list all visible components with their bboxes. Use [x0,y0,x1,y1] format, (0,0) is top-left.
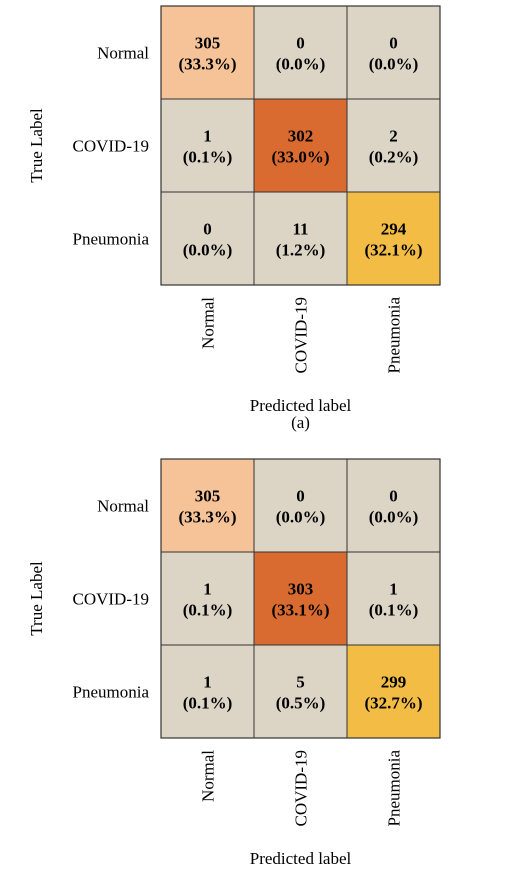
matrix-cell [346,551,441,646]
matrix-cell [160,458,255,553]
cell-percent-label: (0.2%) [369,148,419,167]
y-axis-label: True Label [27,108,46,183]
cell-percent-label: (0.0%) [276,55,326,74]
cell-count-label: 1 [389,580,398,599]
cell-percent-label: (33.1%) [271,601,329,620]
cell-count-label: 305 [195,34,221,53]
cell-percent-label: (0.1%) [183,694,233,713]
x-tick-label: Pneumonia [385,750,404,827]
y-tick-label: Pneumonia [73,683,150,702]
x-axis-label: Predicted label [250,396,352,415]
cell-count-label: 0 [389,487,398,506]
cell-percent-label: (32.7%) [364,694,422,713]
cell-percent-label: (32.1%) [364,241,422,260]
figure-caption: (a) [291,413,310,432]
x-tick-label: COVID-19 [292,750,311,827]
cell-count-label: 0 [203,220,212,239]
confusion-matrix-2: 305 (33.3%) 0 (0.0%) 0 (0.0%) 1 (0.1%) 303 (33.1%… [27,458,441,868]
matrix-cell [160,551,255,646]
cell-count-label: 11 [292,220,308,239]
cell-percent-label: (33.3%) [178,508,236,527]
matrix-border [160,458,441,739]
cell-percent-label: (0.0%) [369,508,419,527]
cell-count-label: 1 [203,673,212,692]
y-tick-label: COVID-19 [73,590,150,609]
cell-count-label: 305 [195,487,221,506]
cell-percent-label: (1.2%) [276,241,326,260]
matrix-cell [346,644,441,739]
cell-count-label: 302 [288,127,314,146]
y-tick-label: Normal [97,44,149,63]
y-tick-label: Pneumonia [73,230,150,249]
cell-count-label: 0 [296,34,305,53]
matrix-cell [346,458,441,553]
matrix-cell [253,5,348,100]
cell-percent-label: (0.0%) [369,55,419,74]
y-tick-label: COVID-19 [73,137,150,156]
matrix-cell [253,644,348,739]
x-tick-label: COVID-19 [292,297,311,374]
cell-count-label: 1 [203,580,212,599]
x-axis-label: Predicted label [250,849,352,868]
cell-count-label: 1 [203,127,212,146]
matrix-cell [253,458,348,553]
matrix-cell [160,98,255,193]
matrix-cell [160,191,255,286]
cell-percent-label: (0.0%) [183,241,233,260]
cell-percent-label: (33.0%) [271,148,329,167]
cell-count-label: 5 [296,673,305,692]
cell-percent-label: (0.1%) [183,148,233,167]
cell-percent-label: (0.1%) [183,601,233,620]
cell-percent-label: (33.3%) [178,55,236,74]
matrix-cell [346,191,441,286]
x-tick-label: Normal [199,750,218,802]
matrix-cell [346,98,441,193]
matrix-cell [346,5,441,100]
cell-count-label: 2 [389,127,398,146]
confusion-matrix-1: 305 (33.3%) 0 (0.0%) 0 (0.0%) 1 (0.1%) 302 (33.0%… [27,5,441,432]
matrix-cell [253,98,348,193]
cell-count-label: 0 [389,34,398,53]
matrix-border [160,5,441,286]
cell-count-label: 303 [288,580,314,599]
matrix-cell [253,191,348,286]
cell-count-label: 294 [381,220,407,239]
x-tick-label: Normal [199,297,218,349]
cell-percent-label: (0.0%) [276,508,326,527]
x-tick-label: Pneumonia [385,297,404,374]
y-tick-label: Normal [97,497,149,516]
matrix-cell [160,5,255,100]
cell-count-label: 0 [296,487,305,506]
matrix-cell [160,644,255,739]
cell-count-label: 299 [381,673,407,692]
matrix-cell [253,551,348,646]
cell-percent-label: (0.1%) [369,601,419,620]
y-axis-label: True Label [27,561,46,636]
cell-percent-label: (0.5%) [276,694,326,713]
